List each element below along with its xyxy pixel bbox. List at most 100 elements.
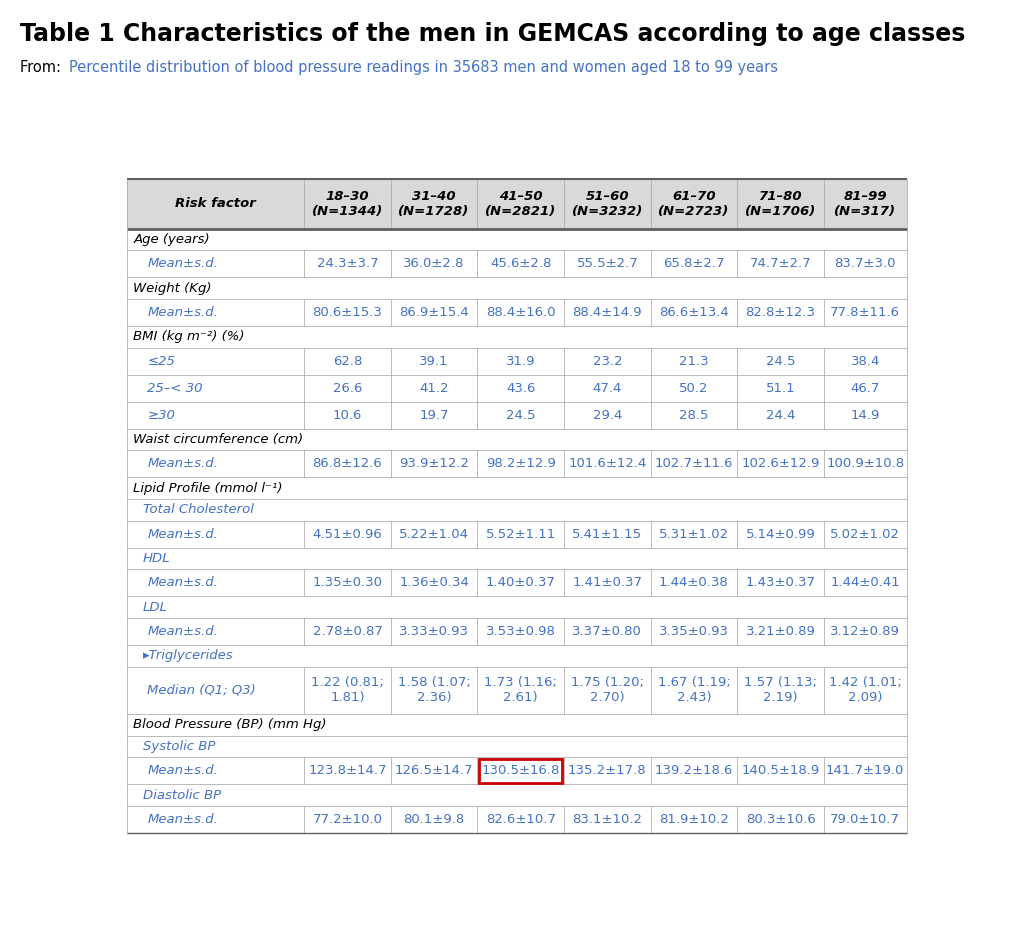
Bar: [127, 736, 906, 758]
Text: 74.7±2.7: 74.7±2.7: [750, 258, 812, 271]
Bar: [127, 758, 906, 784]
Text: 45.6±2.8: 45.6±2.8: [490, 258, 552, 271]
Text: 5.31±1.02: 5.31±1.02: [658, 527, 729, 540]
Text: 61–70
(N=2723): 61–70 (N=2723): [658, 190, 729, 218]
Text: Mean±s.d.: Mean±s.d.: [147, 258, 218, 271]
Text: 24.3±3.7: 24.3±3.7: [317, 258, 378, 271]
Text: ▸Triglycerides: ▸Triglycerides: [142, 650, 234, 663]
Text: 81–99
(N=317): 81–99 (N=317): [834, 190, 896, 218]
Bar: [127, 570, 906, 596]
Text: 51–60
(N=3232): 51–60 (N=3232): [572, 190, 643, 218]
Text: 5.14±0.99: 5.14±0.99: [746, 527, 816, 540]
Text: 41–50
(N=2821): 41–50 (N=2821): [485, 190, 557, 218]
Text: 86.8±12.6: 86.8±12.6: [313, 458, 382, 470]
Bar: [127, 299, 906, 326]
Text: 1.40±0.37: 1.40±0.37: [486, 576, 556, 589]
Text: 23.2: 23.2: [592, 354, 622, 368]
Text: Diastolic BP: Diastolic BP: [142, 789, 220, 802]
Bar: [127, 596, 906, 618]
Text: 83.1±10.2: 83.1±10.2: [572, 813, 642, 826]
Bar: [127, 548, 906, 570]
Bar: [127, 375, 906, 401]
Text: ≥30: ≥30: [147, 409, 176, 422]
Text: 38.4: 38.4: [850, 354, 880, 368]
Bar: [127, 180, 906, 228]
Bar: [127, 806, 906, 833]
Text: 1.36±0.34: 1.36±0.34: [399, 576, 469, 589]
Text: 83.7±3.0: 83.7±3.0: [834, 258, 896, 271]
Bar: [127, 228, 906, 250]
Text: Mean±s.d.: Mean±s.d.: [147, 576, 218, 589]
Text: 135.2±17.8: 135.2±17.8: [568, 764, 646, 777]
Text: 88.4±16.0: 88.4±16.0: [486, 306, 556, 319]
Text: 126.5±14.7: 126.5±14.7: [395, 764, 473, 777]
Text: 24.4: 24.4: [766, 409, 796, 422]
Text: 10.6: 10.6: [333, 409, 362, 422]
Text: Systolic BP: Systolic BP: [142, 740, 215, 753]
Bar: [127, 499, 906, 521]
Text: 71–80
(N=1706): 71–80 (N=1706): [745, 190, 816, 218]
Text: 21.3: 21.3: [679, 354, 709, 368]
Text: 86.6±13.4: 86.6±13.4: [659, 306, 728, 319]
Text: 102.6±12.9: 102.6±12.9: [742, 458, 820, 470]
Text: 81.9±10.2: 81.9±10.2: [659, 813, 728, 826]
Text: 47.4: 47.4: [592, 382, 622, 395]
Text: 77.2±10.0: 77.2±10.0: [313, 813, 382, 826]
Text: 80.1±9.8: 80.1±9.8: [403, 813, 464, 826]
Text: 36.0±2.8: 36.0±2.8: [403, 258, 464, 271]
Text: Risk factor: Risk factor: [175, 197, 256, 211]
Text: 141.7±19.0: 141.7±19.0: [826, 764, 904, 777]
Text: 100.9±10.8: 100.9±10.8: [826, 458, 904, 470]
Text: 5.52±1.11: 5.52±1.11: [486, 527, 556, 540]
Text: Mean±s.d.: Mean±s.d.: [147, 306, 218, 319]
Text: 1.57 (1.13;
2.19): 1.57 (1.13; 2.19): [744, 677, 817, 704]
Text: 5.22±1.04: 5.22±1.04: [399, 527, 469, 540]
Bar: [127, 618, 906, 645]
Text: Mean±s.d.: Mean±s.d.: [147, 625, 218, 638]
Bar: [127, 645, 906, 666]
Text: 1.43±0.37: 1.43±0.37: [746, 576, 816, 589]
Text: Age (years): Age (years): [133, 233, 210, 246]
Text: 24.5: 24.5: [766, 354, 796, 368]
Text: 1.67 (1.19;
2.43): 1.67 (1.19; 2.43): [657, 677, 731, 704]
Text: 29.4: 29.4: [592, 409, 622, 422]
Text: Percentile distribution of blood pressure readings in 35683 men and women aged 1: Percentile distribution of blood pressur…: [69, 60, 778, 75]
Text: 86.9±15.4: 86.9±15.4: [399, 306, 469, 319]
Text: 98.2±12.9: 98.2±12.9: [486, 458, 556, 470]
Bar: [127, 326, 906, 348]
Text: 101.6±12.4: 101.6±12.4: [568, 458, 646, 470]
Text: 46.7: 46.7: [850, 382, 880, 395]
Text: 140.5±18.9: 140.5±18.9: [742, 764, 820, 777]
Text: 4.51±0.96: 4.51±0.96: [313, 527, 382, 540]
Text: 43.6: 43.6: [506, 382, 535, 395]
Text: 24.5: 24.5: [506, 409, 535, 422]
Bar: [127, 714, 906, 736]
Text: HDL: HDL: [142, 552, 171, 565]
Text: Lipid Profile (mmol l⁻¹): Lipid Profile (mmol l⁻¹): [133, 481, 282, 494]
Text: LDL: LDL: [142, 601, 168, 614]
Text: Median (Q1; Q3): Median (Q1; Q3): [147, 683, 256, 697]
Bar: [127, 348, 906, 375]
Text: 80.6±15.3: 80.6±15.3: [313, 306, 382, 319]
Text: Mean±s.d.: Mean±s.d.: [147, 813, 218, 826]
Text: 55.5±2.7: 55.5±2.7: [576, 258, 638, 271]
Text: 5.02±1.02: 5.02±1.02: [830, 527, 900, 540]
Text: 82.6±10.7: 82.6±10.7: [486, 813, 556, 826]
Text: 3.35±0.93: 3.35±0.93: [659, 625, 728, 638]
Text: 82.8±12.3: 82.8±12.3: [746, 306, 816, 319]
Bar: [127, 666, 906, 714]
Bar: [127, 478, 906, 499]
Text: 26.6: 26.6: [333, 382, 362, 395]
Text: 62.8: 62.8: [333, 354, 362, 368]
Text: 31–40
(N=1728): 31–40 (N=1728): [398, 190, 469, 218]
Text: Weight (Kg): Weight (Kg): [133, 282, 211, 294]
Text: From:: From:: [20, 60, 66, 75]
Text: 65.8±2.7: 65.8±2.7: [663, 258, 724, 271]
Text: 139.2±18.6: 139.2±18.6: [654, 764, 734, 777]
Text: 31.9: 31.9: [506, 354, 535, 368]
Bar: [127, 250, 906, 277]
Text: 14.9: 14.9: [850, 409, 880, 422]
Bar: [127, 429, 906, 450]
Text: ≤25: ≤25: [147, 354, 176, 368]
Text: 1.44±0.38: 1.44±0.38: [659, 576, 728, 589]
